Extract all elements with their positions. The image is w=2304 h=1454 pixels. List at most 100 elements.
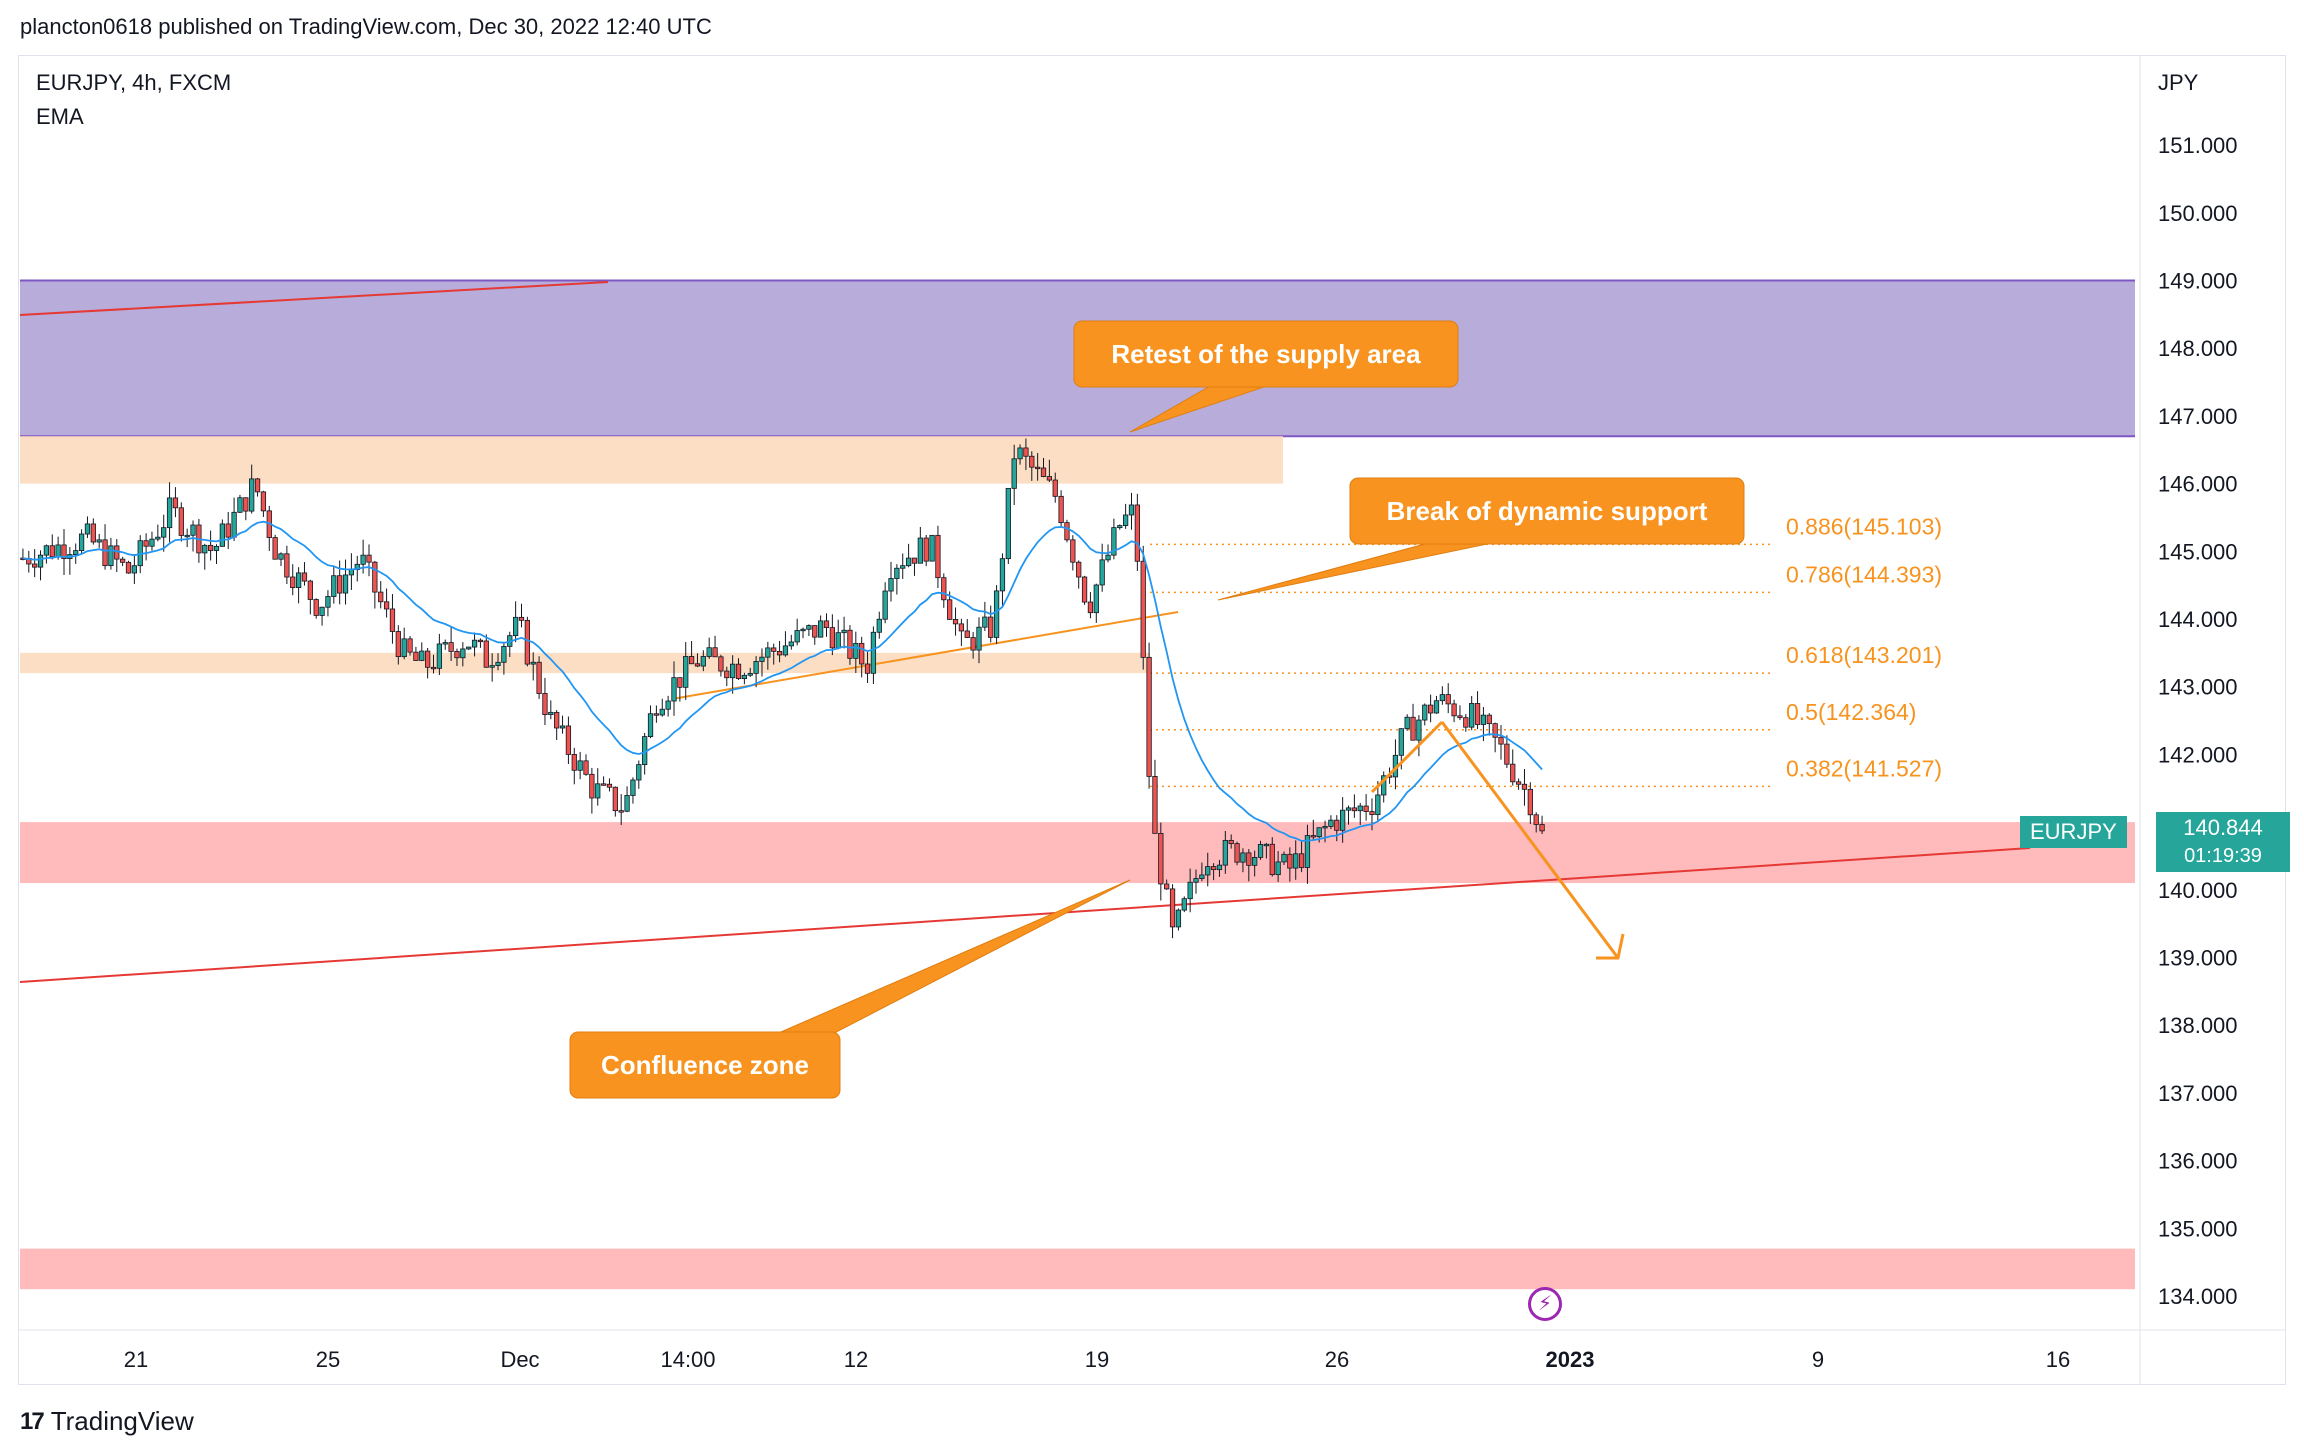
candle-body — [1093, 584, 1099, 614]
candle-body — [999, 558, 1006, 592]
candle-body — [1469, 703, 1475, 728]
candle-body — [524, 619, 530, 665]
candle-body — [1169, 888, 1176, 928]
y-tick-label: 135.000 — [2158, 1216, 2238, 1241]
candle-body — [659, 708, 665, 716]
candle-body — [958, 623, 965, 632]
chart-frame[interactable] — [18, 55, 2286, 1385]
candle-body — [442, 642, 448, 645]
candle-body — [1427, 704, 1434, 714]
candle-body — [1351, 807, 1358, 812]
candle-body — [1316, 827, 1322, 838]
x-tick-label: 19 — [1085, 1347, 1109, 1372]
y-tick-label: 146.000 — [2158, 472, 2238, 497]
candle-body — [624, 795, 630, 812]
candle-body — [1158, 832, 1164, 885]
candle-body — [37, 554, 44, 568]
projection-arrowhead — [1596, 933, 1625, 960]
candle-body — [718, 656, 724, 672]
candle-body — [307, 580, 313, 600]
candle-body — [947, 599, 953, 620]
candle-body — [337, 575, 343, 594]
candle-body — [448, 642, 454, 652]
candle-body — [161, 527, 167, 538]
candle-body — [1293, 853, 1299, 869]
candle-body — [835, 632, 841, 649]
candle-body — [595, 783, 601, 799]
candle-body — [401, 638, 407, 658]
candle-body — [1521, 783, 1528, 790]
candle-body — [565, 725, 572, 755]
axes-layer: JPY 151.000 150.000 149.000 148.000 147.000 14… — [18, 55, 2286, 1385]
candle-body — [683, 656, 689, 688]
candle-body — [1539, 824, 1545, 832]
candle-body — [278, 553, 284, 560]
candle-body — [1035, 466, 1041, 470]
candle-body — [219, 523, 225, 547]
candle-body — [166, 497, 173, 529]
y-tick-label: 149.000 — [2158, 269, 2238, 294]
candle-body — [747, 673, 753, 676]
candle-body — [1322, 826, 1328, 829]
tradingview-brand[interactable]: 17 TradingView — [20, 1406, 194, 1437]
x-tick-label: 9 — [1812, 1347, 1824, 1372]
candle-body — [911, 557, 918, 564]
candle-body — [730, 663, 736, 679]
candle-body — [295, 572, 302, 589]
fib-label: 0.618(143.201) — [1786, 642, 1942, 668]
callout-confluence-box — [569, 1031, 841, 1099]
candle-body — [806, 625, 812, 630]
candle-body — [325, 596, 331, 608]
candle-body — [1310, 835, 1316, 838]
candle-body — [982, 616, 988, 628]
y-tick-label: 150.000 — [2158, 201, 2238, 226]
y-tick-label: 134.000 — [2158, 1284, 2238, 1309]
candle-body — [1269, 843, 1275, 876]
candle-body — [32, 563, 38, 568]
candle-body — [1363, 805, 1369, 812]
candle-body — [876, 618, 882, 633]
candle-body — [694, 663, 701, 667]
candle-body — [155, 536, 161, 540]
candle-body — [706, 647, 712, 657]
candle-body — [1228, 839, 1234, 845]
candle-body — [254, 478, 261, 493]
symbol-badge: EURJPY — [2020, 816, 2127, 848]
candle-body — [900, 565, 906, 569]
y-tick-label: 144.000 — [2158, 607, 2238, 632]
candle-body — [489, 665, 495, 668]
y-tick-label: 140.000 — [2158, 878, 2238, 903]
zone-support-1 — [20, 652, 1150, 674]
legend-indicator: EMA — [36, 104, 84, 129]
candle-body — [823, 620, 830, 628]
candle-body — [1398, 728, 1404, 756]
callout-break-box — [1349, 477, 1745, 545]
candle-body — [741, 674, 748, 680]
candle-body — [829, 627, 835, 649]
y-tick-label: 138.000 — [2158, 1013, 2238, 1038]
callout-confluence-text: Confluence zone — [601, 1050, 809, 1080]
candle-body — [1480, 714, 1487, 725]
lightning-icon[interactable]: ⚡ — [1528, 1287, 1562, 1321]
candle-body — [1381, 775, 1387, 796]
candle-body — [800, 628, 806, 632]
candle-body — [1122, 514, 1129, 526]
candle-body — [1433, 700, 1440, 714]
candle-body — [96, 539, 102, 543]
candle-body — [1011, 458, 1017, 489]
candle-body — [1451, 703, 1457, 717]
brand-label: TradingView — [50, 1406, 194, 1436]
candle-body — [1152, 776, 1158, 834]
candle-body — [1439, 694, 1445, 702]
candle-body — [817, 620, 824, 638]
candle-body — [776, 650, 783, 656]
callout-retest-box — [1073, 320, 1459, 388]
candles-layer — [20, 438, 1545, 939]
candle-body — [530, 661, 536, 665]
candle-body — [571, 754, 577, 771]
candle-body — [647, 713, 654, 738]
candle-body — [1334, 819, 1340, 831]
candle-body — [172, 497, 179, 509]
candle-body — [1533, 814, 1539, 825]
